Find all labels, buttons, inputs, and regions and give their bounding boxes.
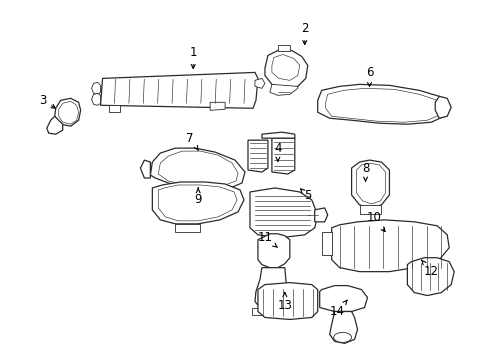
Polygon shape — [47, 116, 62, 134]
Polygon shape — [91, 93, 101, 105]
Polygon shape — [317, 84, 447, 124]
Polygon shape — [329, 311, 357, 343]
Polygon shape — [277, 45, 289, 50]
Polygon shape — [175, 224, 200, 232]
Polygon shape — [158, 185, 237, 221]
Polygon shape — [258, 283, 317, 319]
Polygon shape — [264, 50, 307, 88]
Polygon shape — [351, 160, 388, 208]
Text: 6: 6 — [365, 66, 372, 86]
Text: 2: 2 — [301, 22, 308, 45]
Polygon shape — [247, 140, 267, 172]
Polygon shape — [91, 82, 101, 94]
Text: 11: 11 — [257, 231, 277, 247]
Polygon shape — [359, 205, 381, 214]
Text: 5: 5 — [300, 189, 311, 202]
Polygon shape — [331, 220, 448, 272]
Polygon shape — [271, 54, 299, 80]
Text: 10: 10 — [366, 211, 384, 231]
Polygon shape — [321, 232, 331, 255]
Polygon shape — [150, 148, 244, 190]
Polygon shape — [407, 258, 453, 296]
Polygon shape — [152, 182, 244, 224]
Polygon shape — [254, 268, 287, 310]
Polygon shape — [108, 105, 120, 112]
Polygon shape — [59, 101, 79, 124]
Text: 7: 7 — [186, 132, 198, 150]
Polygon shape — [249, 188, 317, 238]
Text: 1: 1 — [189, 46, 197, 68]
Polygon shape — [254, 78, 264, 88]
Text: 12: 12 — [421, 260, 438, 278]
Ellipse shape — [333, 332, 351, 342]
Polygon shape — [269, 84, 297, 95]
Text: 3: 3 — [39, 94, 55, 108]
Polygon shape — [319, 285, 367, 311]
Text: 8: 8 — [361, 162, 368, 181]
Polygon shape — [101, 72, 258, 108]
Polygon shape — [251, 307, 287, 315]
Polygon shape — [262, 132, 294, 138]
Text: 4: 4 — [274, 141, 281, 161]
Polygon shape — [314, 208, 327, 222]
Text: 14: 14 — [329, 300, 346, 318]
Polygon shape — [55, 98, 81, 126]
Polygon shape — [271, 138, 294, 174]
Polygon shape — [434, 96, 450, 118]
Text: 13: 13 — [277, 293, 292, 312]
Polygon shape — [140, 160, 150, 178]
Polygon shape — [258, 234, 289, 268]
Polygon shape — [356, 163, 385, 204]
Text: 9: 9 — [194, 188, 202, 206]
Polygon shape — [210, 102, 224, 110]
Polygon shape — [325, 88, 441, 122]
Polygon shape — [158, 151, 238, 187]
